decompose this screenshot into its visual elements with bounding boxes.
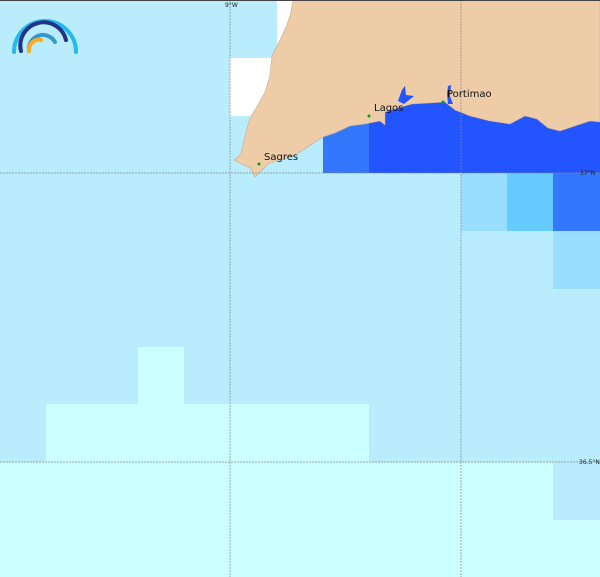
sea-cell — [138, 347, 184, 404]
lat-label: 36.5°N — [579, 459, 600, 466]
sea-cell — [553, 173, 600, 231]
sea-cell — [46, 404, 369, 462]
place-dot-sagres — [257, 162, 261, 166]
sea-cell — [461, 173, 507, 231]
place-label-sagres: Sagres — [264, 152, 298, 163]
sea-cell — [553, 462, 600, 520]
place-dot-lagos — [367, 114, 371, 118]
sea-cell — [507, 173, 553, 231]
river-estuary — [447, 85, 453, 104]
lon-label: 9°W — [225, 2, 238, 9]
lat-label: 37°N — [580, 170, 595, 177]
rainbow-arcs-logo-icon — [12, 19, 78, 54]
place-dot-portimao — [441, 100, 445, 104]
sea-cell — [0, 462, 600, 577]
place-label-portimao: Portimao — [447, 89, 492, 100]
land-polygon — [233, 0, 600, 178]
sea-cell — [553, 231, 600, 289]
place-markers — [257, 100, 445, 166]
place-label-lagos: Lagos — [374, 103, 403, 114]
river-estuary — [398, 86, 414, 104]
